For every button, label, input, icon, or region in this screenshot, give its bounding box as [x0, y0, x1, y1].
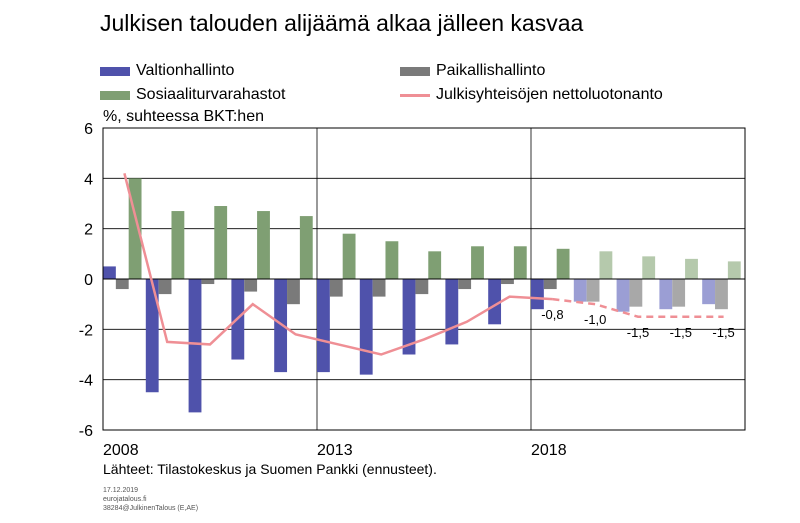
bar-sosiaaliturvarahastot	[342, 233, 356, 279]
chart-title: Julkisen talouden alijäämä alkaa jälleen…	[100, 10, 584, 36]
y-tick-label: 2	[84, 222, 93, 239]
bar-sosiaaliturvarahastot	[171, 211, 185, 279]
bar-sosiaaliturvarahastot	[214, 206, 228, 279]
y-axis-unit-label: %, suhteessa BKT:hen	[103, 108, 264, 125]
legend-label-valtionhallinto: Valtionhallinto	[136, 62, 235, 79]
line-nettoluotonanto	[123, 172, 553, 356]
y-tick-label: 4	[84, 171, 93, 188]
data-label-2019: -1,0	[584, 312, 606, 327]
y-tick-label: 6	[84, 121, 93, 138]
bar-sosiaaliturvarahastot	[556, 248, 570, 279]
bar-paikallishallinto	[543, 279, 557, 290]
bar-sosiaaliturvarahastot	[685, 258, 698, 279]
bar-sosiaaliturvarahastot	[299, 216, 313, 279]
legend-label-sosiaaliturvarahastot: Sosiaaliturvarahastot	[136, 86, 286, 103]
legend-swatch-sosiaaliturvarahastot	[100, 90, 130, 100]
x-tick-label-2008: 2008	[103, 442, 139, 459]
y-tick-label: -4	[79, 373, 93, 390]
legend-label-paikallishallinto: Paikallishallinto	[436, 62, 546, 79]
bar-paikallishallinto	[329, 279, 343, 297]
bar-valtionhallinto	[145, 279, 159, 393]
legend-item-nettoluotonanto: Julkisyhteisöjen nettoluotonanto	[400, 86, 663, 104]
bar-paikallishallinto	[629, 279, 643, 307]
bar-valtionhallinto	[445, 279, 459, 345]
bar-sosiaaliturvarahastot	[727, 261, 741, 279]
bar-valtionhallinto	[531, 279, 544, 310]
bar-paikallishallinto	[201, 279, 215, 285]
bar-valtionhallinto	[317, 279, 330, 373]
bar-sosiaaliturvarahastot	[513, 246, 527, 279]
y-tick-label: -2	[79, 322, 93, 339]
bar-paikallishallinto	[244, 279, 258, 292]
legend-swatch-nettoluotonanto	[400, 93, 430, 97]
bar-sosiaaliturvarahastot	[428, 251, 442, 279]
bar-paikallishallinto	[115, 279, 129, 290]
bar-paikallishallinto	[715, 279, 728, 310]
bar-valtionhallinto	[488, 279, 502, 325]
legend-item-sosiaaliturvarahastot: Sosiaaliturvarahastot	[100, 86, 285, 104]
bar-valtionhallinto	[402, 279, 416, 355]
bar-paikallishallinto	[672, 279, 686, 307]
bar-paikallishallinto	[158, 279, 172, 295]
y-tick-label: 0	[84, 272, 93, 289]
bar-valtionhallinto	[188, 279, 202, 413]
legend-item-paikallishallinto: Paikallishallinto	[400, 62, 545, 80]
data-label-2018: -0,8	[541, 307, 563, 322]
x-tick-label-2013: 2013	[317, 442, 353, 459]
y-tick-label: -6	[79, 423, 93, 440]
data-label-2021: -1,5	[670, 325, 692, 340]
bar-sosiaaliturvarahastot	[257, 211, 270, 279]
bar-sosiaaliturvarahastot	[599, 251, 613, 279]
bar-valtionhallinto	[274, 279, 288, 373]
footer-site: eurojatalous.fi	[103, 496, 147, 503]
bar-sosiaaliturvarahastot	[471, 246, 484, 279]
data-label-2022: -1,5	[712, 325, 734, 340]
bar-valtionhallinto	[359, 279, 373, 375]
legend-swatch-valtionhallinto	[100, 66, 130, 76]
data-label-2020: -1,5	[627, 325, 649, 340]
bar-sosiaaliturvarahastot	[385, 241, 399, 279]
bar-paikallishallinto	[586, 279, 600, 302]
legend-label-nettoluotonanto: Julkisyhteisöjen nettoluotonanto	[436, 86, 663, 103]
bar-paikallishallinto	[287, 279, 300, 305]
source-note: Lähteet: Tilastokeskus ja Suomen Pankki …	[103, 461, 437, 477]
bar-valtionhallinto	[573, 279, 587, 302]
bar-paikallishallinto	[415, 279, 429, 295]
x-tick-label-2018: 2018	[531, 442, 567, 459]
bar-paikallishallinto	[372, 279, 386, 297]
footer-code: 38284@JulkinenTalous (E,AE)	[103, 505, 199, 512]
line-nettoluotonanto-forecast	[552, 297, 724, 318]
plot-frame	[102, 127, 746, 431]
footer-date: 17.12.2019	[103, 487, 139, 494]
bar-paikallishallinto	[458, 279, 472, 290]
bar-valtionhallinto	[702, 279, 716, 305]
legend-swatch-paikallishallinto	[400, 66, 430, 76]
bar-valtionhallinto	[103, 266, 116, 279]
bar-paikallishallinto	[501, 279, 514, 285]
bar-valtionhallinto	[616, 279, 630, 312]
bar-sosiaaliturvarahastot	[642, 256, 656, 279]
bar-valtionhallinto	[659, 279, 673, 310]
legend-item-valtionhallinto: Valtionhallinto	[100, 62, 234, 80]
